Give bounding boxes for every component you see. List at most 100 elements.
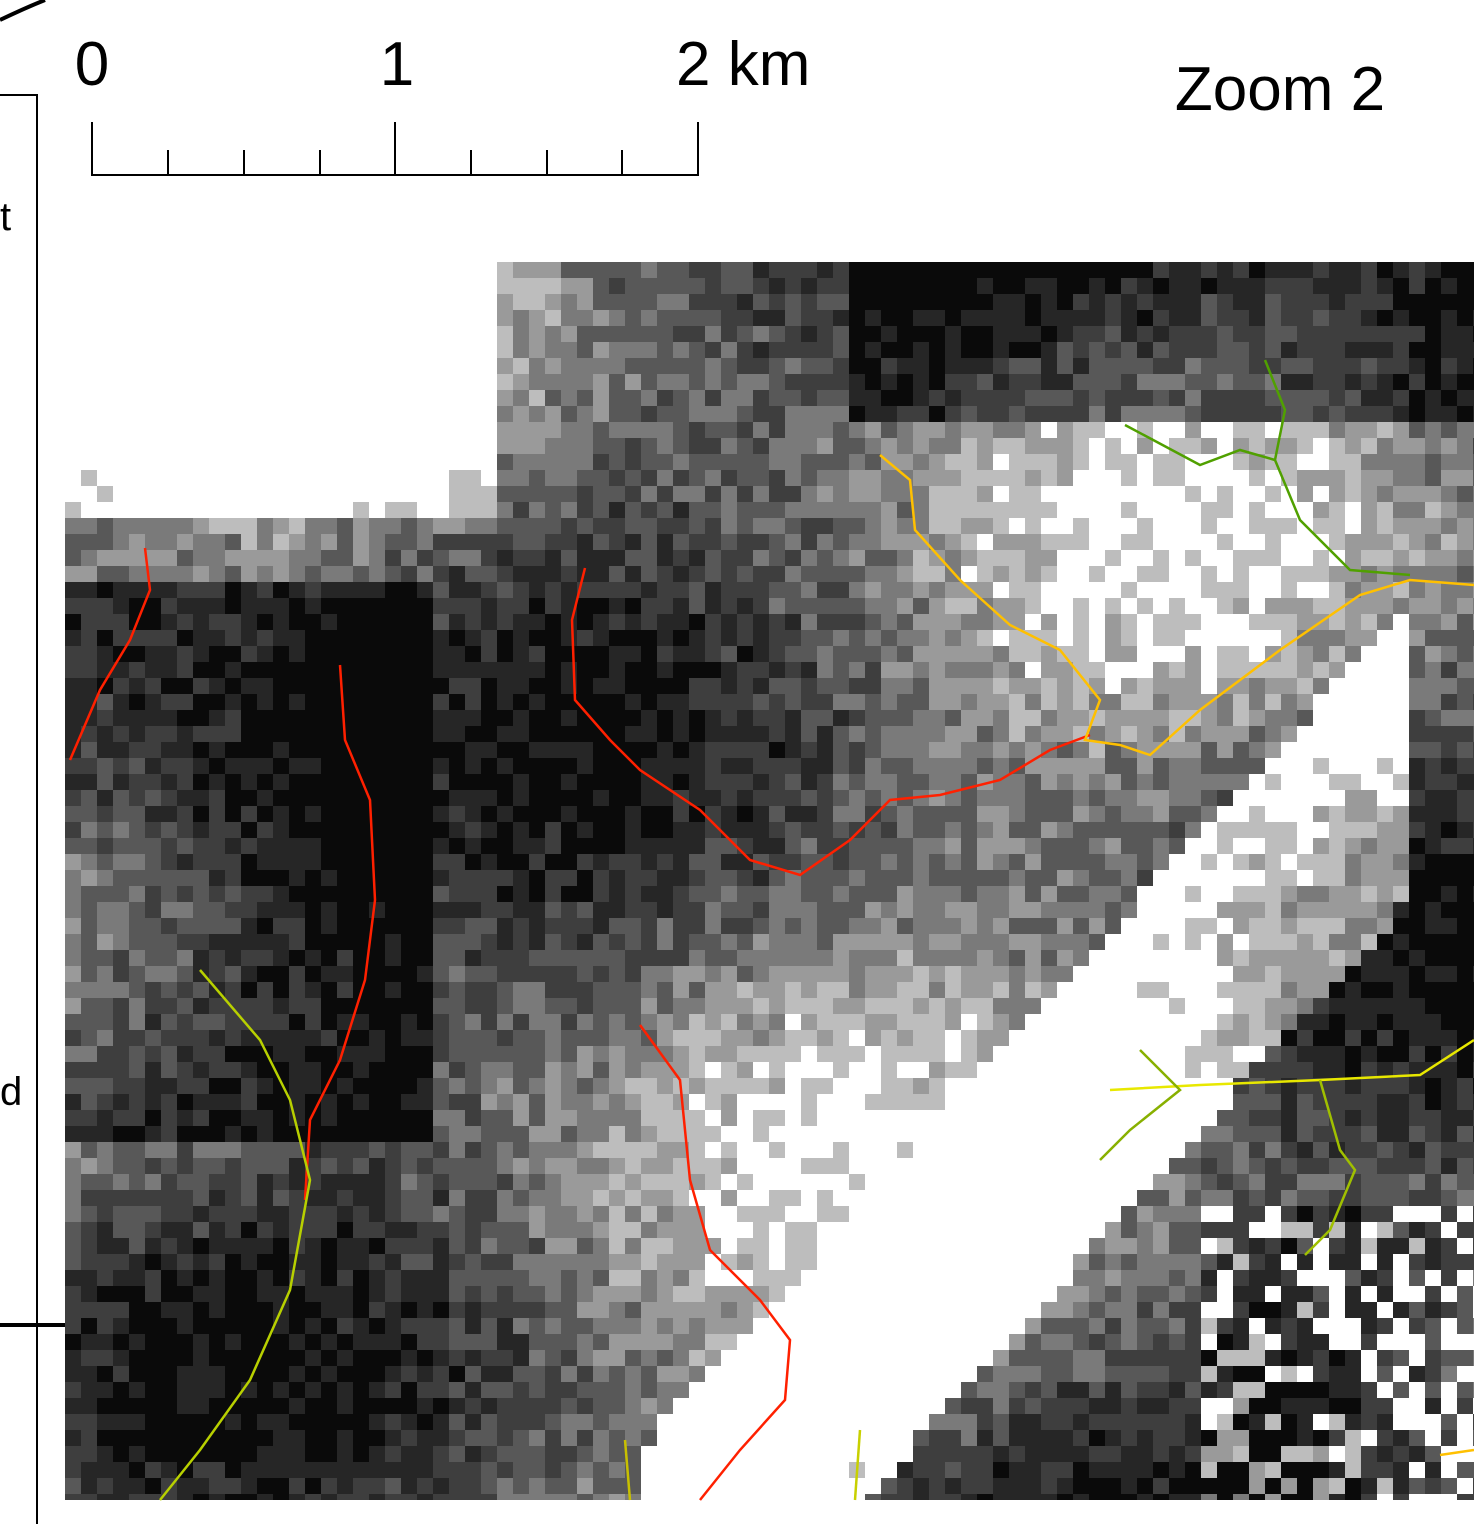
raster-cell [273, 886, 289, 902]
raster-cell [65, 374, 81, 390]
raster-cell [321, 454, 337, 470]
raster-cell [81, 310, 97, 326]
raster-cell [465, 1030, 481, 1046]
raster-cell [545, 742, 561, 758]
raster-cell [1425, 774, 1441, 790]
raster-cell [721, 566, 737, 582]
raster-cell [1409, 582, 1425, 598]
raster-cell [465, 902, 481, 918]
raster-cell [321, 550, 337, 566]
raster-cell [1249, 854, 1265, 870]
raster-cell [753, 870, 769, 886]
raster-cell [529, 934, 545, 950]
raster-cell [545, 870, 561, 886]
raster-cell [961, 886, 977, 902]
raster-cell [129, 1126, 145, 1142]
raster-cell [945, 326, 961, 342]
raster-cell [769, 614, 785, 630]
raster-cell [305, 662, 321, 678]
raster-cell [593, 1062, 609, 1078]
raster-cell [1377, 1046, 1393, 1062]
raster-cell [609, 502, 625, 518]
raster-cell [129, 758, 145, 774]
raster-cell [305, 710, 321, 726]
raster-cell [81, 1014, 97, 1030]
raster-cell [1313, 294, 1329, 310]
raster-cell [1297, 454, 1313, 470]
raster-cell [193, 870, 209, 886]
raster-cell [1249, 1030, 1265, 1046]
raster-cell [1073, 310, 1089, 326]
raster-cell [417, 422, 433, 438]
raster-cell [1185, 838, 1201, 854]
raster-cell [945, 646, 961, 662]
raster-cell [1265, 262, 1281, 278]
raster-cell [1441, 1126, 1457, 1142]
raster-cell [81, 326, 97, 342]
raster-cell [177, 630, 193, 646]
raster-cell [929, 966, 945, 982]
raster-cell [113, 710, 129, 726]
raster-cell [513, 886, 529, 902]
raster-cell [1185, 550, 1201, 566]
raster-cell [769, 966, 785, 982]
raster-cell [593, 502, 609, 518]
raster-cell [1057, 374, 1073, 390]
raster-cell [1057, 1046, 1073, 1062]
raster-cell [801, 358, 817, 374]
raster-cell [1313, 726, 1329, 742]
raster-cell [1297, 854, 1313, 870]
raster-cell [1249, 790, 1265, 806]
raster-cell [609, 294, 625, 310]
raster-cell [881, 934, 897, 950]
raster-cell [833, 982, 849, 998]
raster-cell [1233, 486, 1249, 502]
raster-cell [849, 518, 865, 534]
raster-cell [529, 518, 545, 534]
raster-cell [1313, 1126, 1329, 1142]
raster-cell [1313, 390, 1329, 406]
raster-cell [593, 822, 609, 838]
raster-cell [817, 278, 833, 294]
raster-cell [1441, 342, 1457, 358]
raster-cell [209, 870, 225, 886]
raster-cell [1265, 518, 1281, 534]
raster-cell [1313, 422, 1329, 438]
raster-cell [177, 278, 193, 294]
raster-cell [625, 438, 641, 454]
raster-cell [449, 358, 465, 374]
raster-cell [225, 774, 241, 790]
raster-cell [689, 566, 705, 582]
raster-cell [145, 1126, 161, 1142]
raster-cell [833, 758, 849, 774]
raster-cell [177, 502, 193, 518]
raster-cell [1217, 486, 1233, 502]
raster-cell [865, 1142, 881, 1158]
raster-cell [1201, 518, 1217, 534]
raster-cell [321, 470, 337, 486]
raster-cell [321, 710, 337, 726]
raster-cell [1249, 374, 1265, 390]
raster-cell [1105, 518, 1121, 534]
raster-cell [1233, 838, 1249, 854]
raster-cell [577, 1062, 593, 1078]
raster-cell [449, 614, 465, 630]
raster-cell [609, 390, 625, 406]
raster-cell [1041, 550, 1057, 566]
raster-cell [513, 422, 529, 438]
raster-cell [193, 774, 209, 790]
raster-cell [321, 1046, 337, 1062]
raster-cell [337, 566, 353, 582]
raster-cell [993, 582, 1009, 598]
raster-cell [1313, 806, 1329, 822]
raster-cell [417, 390, 433, 406]
raster-cell [385, 1046, 401, 1062]
raster-cell [209, 966, 225, 982]
raster-cell [225, 310, 241, 326]
raster-cell [1041, 1078, 1057, 1094]
raster-cell [145, 790, 161, 806]
raster-cell [705, 582, 721, 598]
raster-cell [417, 646, 433, 662]
raster-cell [1105, 950, 1121, 966]
raster-cell [1377, 902, 1393, 918]
